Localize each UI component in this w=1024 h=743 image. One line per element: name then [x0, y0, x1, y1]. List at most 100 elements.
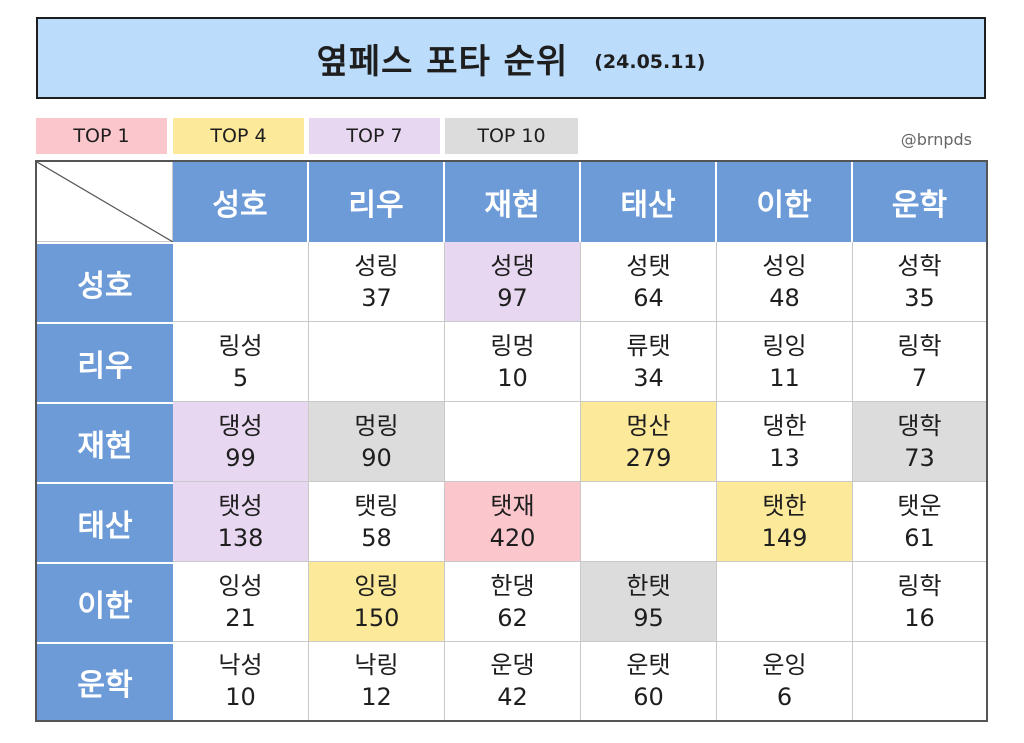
row-header: 리우	[37, 322, 173, 402]
pair-count: 35	[904, 283, 935, 312]
pair-cell: 운탯 60	[581, 642, 717, 720]
pair-count: 420	[489, 523, 536, 552]
pair-name: 성학	[897, 251, 942, 280]
row-header: 이한	[37, 562, 173, 642]
pair-name: 링학	[897, 571, 942, 600]
pair-name: 탯링	[354, 491, 399, 520]
corner-cell	[37, 162, 173, 242]
pair-count: 150	[353, 603, 400, 632]
pair-cell: 멍산 279	[581, 402, 717, 482]
pair-cell: 한댕 62	[445, 562, 581, 642]
pair-cell: 멍링 90	[309, 402, 445, 482]
row-header: 재현	[37, 402, 173, 482]
pair-name: 한탯	[626, 571, 671, 600]
pair-count: 73	[904, 443, 935, 472]
pair-name: 성댕	[490, 251, 535, 280]
diagonal-line	[37, 162, 173, 242]
pair-name: 댕학	[897, 411, 942, 440]
pair-name: 탯재	[490, 491, 535, 520]
pair-name: 한댕	[490, 571, 535, 600]
pair-count: 97	[497, 283, 528, 312]
pair-count: 48	[769, 283, 800, 312]
column-header: 성호	[173, 162, 309, 242]
empty-cell	[173, 242, 309, 322]
pair-count: 21	[225, 603, 256, 632]
ranking-table: 성호 리우 재현 태산 이한 운학 성호 성링 37 성댕 97 성탯 64 성잉 48 성학 35 리우 링성 5 링…	[35, 160, 988, 722]
pair-cell: 잉링 150	[309, 562, 445, 642]
pair-name: 댕성	[218, 411, 263, 440]
empty-cell	[309, 322, 445, 402]
pair-count: 95	[633, 603, 664, 632]
pair-cell: 댕학 73	[853, 402, 986, 482]
column-header: 리우	[309, 162, 445, 242]
legend-top-1: TOP 1	[36, 118, 167, 154]
pair-cell: 링학 16	[853, 562, 986, 642]
pair-cell: 탯운 61	[853, 482, 986, 562]
credit-handle: @brnpds	[900, 130, 972, 149]
pair-cell: 탯재 420	[445, 482, 581, 562]
pair-count: 13	[769, 443, 800, 472]
column-header: 재현	[445, 162, 581, 242]
pair-name: 잉성	[218, 571, 263, 600]
pair-cell: 류탯 34	[581, 322, 717, 402]
pair-name: 잉링	[354, 571, 399, 600]
pair-name: 성잉	[762, 251, 807, 280]
pair-count: 10	[497, 363, 528, 392]
row-header: 운학	[37, 642, 173, 720]
pair-name: 탯성	[218, 491, 263, 520]
pair-name: 운댕	[490, 651, 535, 679]
pair-cell: 링잉 11	[717, 322, 853, 402]
pair-count: 60	[633, 683, 664, 711]
pair-count: 99	[225, 443, 256, 472]
empty-cell	[581, 482, 717, 562]
pair-cell: 탯성 138	[173, 482, 309, 562]
pair-cell: 잉성 21	[173, 562, 309, 642]
pair-count: 11	[769, 363, 800, 392]
diagonal-divider	[37, 162, 173, 242]
pair-count: 5	[232, 363, 249, 392]
legend-top-4: TOP 4	[173, 118, 304, 154]
pair-name: 탯한	[762, 491, 807, 520]
pair-cell: 낙성 10	[173, 642, 309, 720]
pair-count: 12	[361, 683, 392, 711]
pair-cell: 성잉 48	[717, 242, 853, 322]
pair-count: 7	[911, 363, 928, 392]
pair-name: 링멍	[490, 331, 535, 360]
pair-count: 138	[217, 523, 264, 552]
pair-cell: 링학 7	[853, 322, 986, 402]
pair-cell: 성학 35	[853, 242, 986, 322]
pair-cell: 낙링 12	[309, 642, 445, 720]
pair-count: 42	[497, 683, 528, 711]
pair-cell: 한탯 95	[581, 562, 717, 642]
legend-top-7: TOP 7	[309, 118, 440, 154]
column-header: 태산	[581, 162, 717, 242]
title-banner: 옆페스 포타 순위 (24.05.11)	[36, 17, 986, 99]
pair-count: 62	[497, 603, 528, 632]
pair-name: 댕한	[762, 411, 807, 440]
pair-cell: 댕성 99	[173, 402, 309, 482]
pair-name: 탯운	[897, 491, 942, 520]
row-header: 태산	[37, 482, 173, 562]
pair-name: 운잉	[762, 651, 807, 679]
pair-count: 90	[361, 443, 392, 472]
pair-cell: 댕한 13	[717, 402, 853, 482]
pair-count: 149	[761, 523, 808, 552]
pair-cell: 탯링 58	[309, 482, 445, 562]
pair-cell: 링멍 10	[445, 322, 581, 402]
pair-cell: 운잉 6	[717, 642, 853, 720]
pair-count: 34	[633, 363, 664, 392]
pair-count: 10	[225, 683, 256, 711]
pair-name: 링학	[897, 331, 942, 360]
pair-count: 279	[625, 443, 672, 472]
pair-name: 류탯	[626, 331, 671, 360]
pair-name: 링성	[218, 331, 263, 360]
pair-name: 멍산	[626, 411, 671, 440]
pair-cell: 성링 37	[309, 242, 445, 322]
pair-name: 멍링	[354, 411, 399, 440]
pair-count: 6	[776, 683, 793, 711]
column-header: 운학	[853, 162, 986, 242]
pair-cell: 성탯 64	[581, 242, 717, 322]
pair-count: 58	[361, 523, 392, 552]
pair-name: 링잉	[762, 331, 807, 360]
pair-name: 운탯	[626, 651, 671, 679]
